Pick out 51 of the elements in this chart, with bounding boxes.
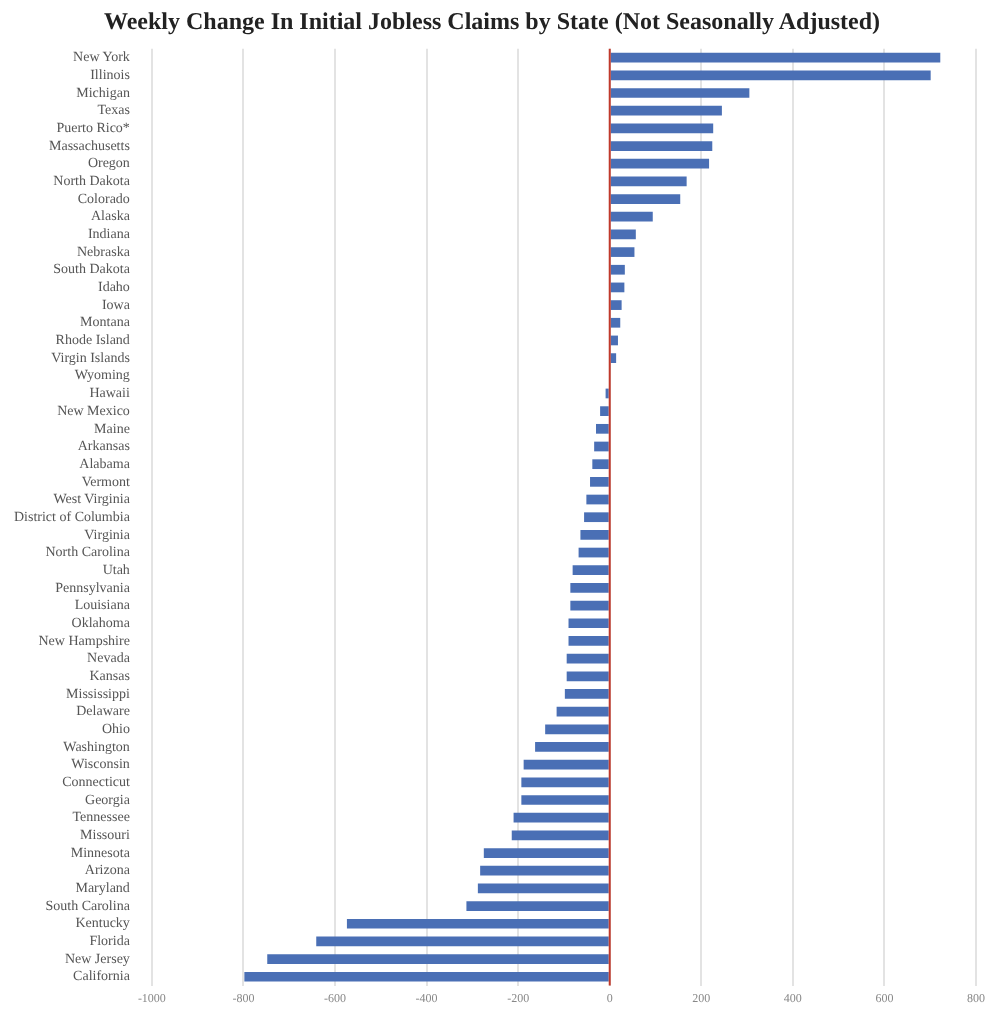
- bar: [610, 317, 621, 328]
- bar: [267, 954, 609, 964]
- bar: [566, 653, 609, 664]
- bar: [466, 901, 609, 911]
- bar: [610, 335, 618, 346]
- bar: [586, 494, 609, 505]
- bar: [483, 848, 609, 858]
- bar: [545, 724, 609, 735]
- bar: [610, 123, 714, 134]
- bar: [610, 158, 710, 169]
- bar: [610, 105, 722, 116]
- bar: [610, 176, 687, 187]
- chart-title: Weekly Change In Initial Jobless Claims by State (Not Seasonally Adjusted): [103, 6, 881, 35]
- bar: [610, 70, 931, 81]
- bar: [523, 759, 609, 770]
- bar: [610, 194, 681, 204]
- bar: [610, 88, 750, 98]
- bar: [590, 476, 609, 487]
- bar: [568, 636, 609, 646]
- bar: [610, 247, 635, 257]
- bar: [610, 300, 622, 310]
- bar: [592, 459, 609, 470]
- bar: [513, 812, 609, 823]
- bar: [566, 671, 609, 682]
- bar: [556, 706, 609, 717]
- bar: [564, 689, 609, 699]
- bar: [568, 618, 609, 629]
- bar: [594, 441, 609, 452]
- bar: [610, 52, 941, 63]
- bar: [570, 600, 609, 611]
- bar: [535, 742, 609, 752]
- bar: [584, 512, 609, 523]
- bar: [580, 530, 609, 540]
- bar: [610, 264, 625, 275]
- bar: [477, 883, 609, 894]
- bar: [480, 865, 609, 876]
- bar: [570, 583, 609, 593]
- bar: [595, 423, 609, 434]
- bar: [610, 211, 653, 222]
- bar: [600, 406, 609, 417]
- bar: [610, 141, 713, 151]
- bar: [521, 777, 609, 788]
- bar: [578, 547, 609, 558]
- bar: [572, 565, 609, 576]
- bar: [346, 918, 609, 929]
- bar: [521, 795, 609, 805]
- bar: [610, 353, 617, 363]
- bar: [610, 229, 636, 240]
- bar: [511, 830, 609, 841]
- bar: [316, 936, 609, 947]
- bar: [244, 971, 609, 982]
